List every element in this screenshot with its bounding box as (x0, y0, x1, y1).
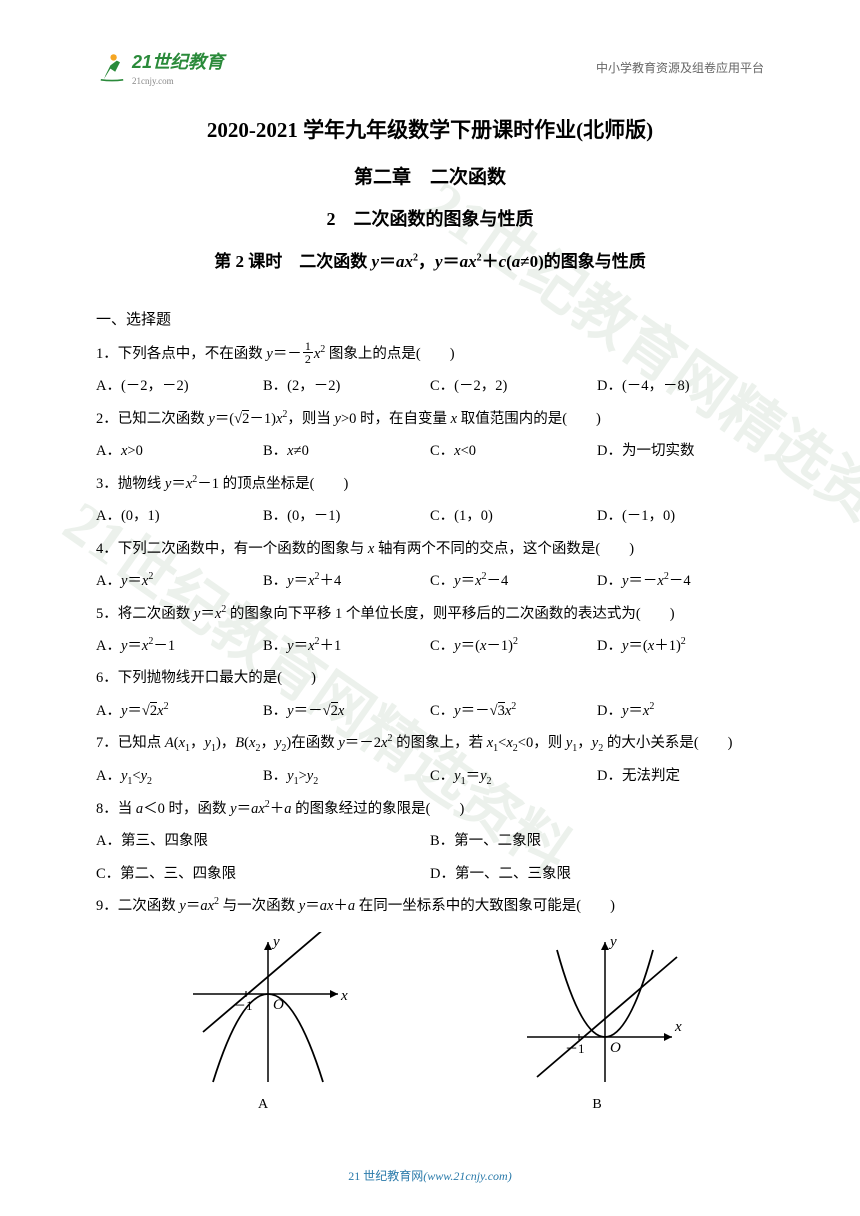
option: A．(0，1) (96, 501, 263, 531)
option: C．y1＝y2 (430, 761, 597, 792)
title-main: 2020-2021 学年九年级数学下册课时作业(北师版) (96, 114, 764, 144)
question-3: 3．抛物线 y＝x2－1 的顶点坐标是( ) (96, 469, 764, 499)
option: B．y＝x2＋1 (263, 631, 430, 661)
question-8-options-2: C．第二、三、四象限 D．第一、二、三象限 (96, 859, 764, 889)
question-4-options: A．y＝x2 B．y＝x2＋4 C．y＝x2－4 D．y＝－x2－4 (96, 566, 764, 596)
option: C．(－2，2) (430, 371, 597, 401)
option: D．无法判定 (597, 761, 764, 792)
option: C．(1，0) (430, 501, 597, 531)
svg-text:y: y (271, 934, 280, 950)
option: D．为一切实数 (597, 436, 764, 466)
option: C．第二、三、四象限 (96, 859, 430, 889)
option: A．第三、四象限 (96, 826, 430, 856)
title-period: 第 2 课时 二次函数 y＝ax2，y＝ax2＋c(a≠0)的图象与性质 (96, 247, 764, 272)
title-section: 2 二次函数的图象与性质 (96, 205, 764, 231)
option: C．y＝－3x2 (430, 696, 597, 726)
option: B．y＝－2x (263, 696, 430, 726)
question-6-options: A．y＝2x2 B．y＝－2x C．y＝－3x2 D．y＝x2 (96, 696, 764, 726)
option: A．(－2，－2) (96, 371, 263, 401)
graph-b: x y O －1 B (507, 932, 687, 1113)
platform-label: 中小学教育资源及组卷应用平台 (596, 59, 764, 76)
logo: 21世纪教育 21cnjy.com (96, 48, 224, 86)
logo-sub: 21cnjy.com (132, 76, 224, 86)
option: C．y＝(x－1)2 (430, 631, 597, 661)
option: A．y＝2x2 (96, 696, 263, 726)
option: D．y＝(x＋1)2 (597, 631, 764, 661)
question-6: 6．下列抛物线开口最大的是( ) (96, 663, 764, 693)
svg-text:－1: －1 (233, 998, 253, 1013)
question-1: 1．下列各点中，不在函数 y＝－12x2 图象上的点是( ) (96, 339, 764, 369)
question-8-options: A．第三、四象限 B．第一、二象限 (96, 826, 764, 856)
option: A．y＝x2 (96, 566, 263, 596)
option: D．(－1，0) (597, 501, 764, 531)
header: 21世纪教育 21cnjy.com 中小学教育资源及组卷应用平台 (96, 48, 764, 86)
question-4: 4．下列二次函数中，有一个函数的图象与 x 轴有两个不同的交点，这个函数是( ) (96, 534, 764, 564)
option: B．(0，－1) (263, 501, 430, 531)
graph-a: x y O －1 A (173, 932, 353, 1113)
option: B．(2，－2) (263, 371, 430, 401)
logo-text: 21世纪教育 (132, 48, 224, 74)
question-2-options: A．x>0 B．x≠0 C．x<0 D．为一切实数 (96, 436, 764, 466)
option: D．y＝x2 (597, 696, 764, 726)
question-7: 7．已知点 A(x1，y1)，B(x2，y2)在函数 y＝－2x2 的图象上，若… (96, 728, 764, 759)
logo-runner-icon (96, 51, 128, 83)
question-3-options: A．(0，1) B．(0，－1) C．(1，0) D．(－1，0) (96, 501, 764, 531)
graph-a-label: A (173, 1097, 353, 1113)
option: B．第一、二象限 (430, 826, 764, 856)
question-1-options: A．(－2，－2) B．(2，－2) C．(－2，2) D．(－4，－8) (96, 371, 764, 401)
question-7-options: A．y1<y2 B．y1>y2 C．y1＝y2 D．无法判定 (96, 761, 764, 792)
footer-url: (www.21cnjy.com) (423, 1169, 511, 1183)
question-5: 5．将二次函数 y＝x2 的图象向下平移 1 个单位长度，则平移后的二次函数的表… (96, 599, 764, 629)
question-2: 2．已知二次函数 y＝(2－1)x2，则当 y>0 时，在自变量 x 取值范围内… (96, 404, 764, 434)
graph-b-label: B (507, 1097, 687, 1113)
graphs-row: x y O －1 A x y O －1 (96, 932, 764, 1113)
option: B．x≠0 (263, 436, 430, 466)
page: 21世纪教育 21cnjy.com 中小学教育资源及组卷应用平台 2020-20… (0, 0, 860, 1153)
svg-text:－1: －1 (565, 1041, 585, 1056)
option: D．y＝－x2－4 (597, 566, 764, 596)
section-label: 一、选择题 (96, 308, 764, 329)
svg-text:x: x (340, 988, 348, 1004)
option: A．y1<y2 (96, 761, 263, 792)
footer-site: 21 世纪教育网 (348, 1169, 423, 1183)
option: A．y＝x2－1 (96, 631, 263, 661)
question-8: 8．当 a＜0 时，函数 y＝ax2＋a 的图象经过的象限是( ) (96, 794, 764, 824)
option: A．x>0 (96, 436, 263, 466)
title-chapter: 第二章 二次函数 (96, 162, 764, 189)
svg-text:y: y (608, 934, 617, 950)
option: C．x<0 (430, 436, 597, 466)
question-5-options: A．y＝x2－1 B．y＝x2＋1 C．y＝(x－1)2 D．y＝(x＋1)2 (96, 631, 764, 661)
option: D．第一、二、三象限 (430, 859, 764, 889)
svg-text:O: O (610, 1040, 621, 1056)
question-9: 9．二次函数 y＝ax2 与一次函数 y＝ax＋a 在同一坐标系中的大致图象可能… (96, 891, 764, 921)
option: B．y1>y2 (263, 761, 430, 792)
svg-text:x: x (674, 1019, 682, 1035)
option: C．y＝x2－4 (430, 566, 597, 596)
option: D．(－4，－8) (597, 371, 764, 401)
footer: 21 世纪教育网(www.21cnjy.com) (0, 1167, 860, 1184)
option: B．y＝x2＋4 (263, 566, 430, 596)
